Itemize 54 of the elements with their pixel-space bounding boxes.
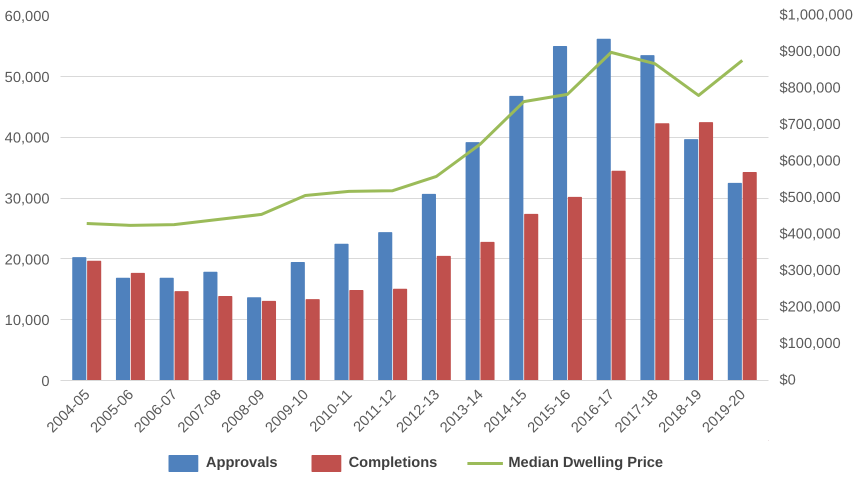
bar [552, 46, 568, 380]
y-tick-label: 30,000 [4, 192, 50, 208]
legend-label: Median Dwelling Price [508, 454, 664, 470]
bar [612, 170, 626, 380]
y-tick-label: 60,000 [4, 9, 50, 25]
bar [436, 256, 451, 380]
y2-tick-label: $300,000 [780, 263, 841, 279]
bar [728, 182, 742, 380]
y2-tick-label: $900,000 [780, 44, 841, 60]
bar [698, 122, 714, 380]
y2-tick-label: $1,000,000 [780, 8, 853, 24]
y2-tick-label: $600,000 [780, 154, 841, 170]
y-tick-label: 20,000 [4, 252, 50, 268]
bar [290, 262, 305, 380]
bar [160, 278, 174, 380]
bar [568, 196, 582, 380]
bar [509, 96, 524, 380]
y2-tick-label: $500,000 [780, 190, 841, 206]
bar [218, 296, 232, 380]
legend-label: Completions [348, 454, 438, 470]
bar [174, 291, 189, 380]
y2-tick-label: $100,000 [780, 336, 841, 352]
y-tick-label: 50,000 [4, 70, 50, 86]
bar [742, 172, 757, 380]
y-tick-label: 10,000 [4, 313, 50, 330]
y2-tick-label: $200,000 [780, 300, 841, 316]
bar [596, 38, 611, 380]
bar [72, 257, 86, 380]
bar [378, 232, 392, 380]
bar [247, 297, 262, 380]
bar [422, 194, 436, 380]
bar [640, 55, 654, 380]
bar [130, 272, 145, 380]
bar [116, 278, 130, 380]
y2-tick-label: $700,000 [780, 117, 841, 133]
bar [684, 139, 698, 380]
y-tick-label: 40,000 [4, 130, 50, 147]
bar [655, 123, 670, 380]
bar [87, 260, 102, 380]
bar [334, 244, 349, 380]
bar [480, 242, 495, 380]
bar [524, 214, 538, 380]
y2-tick-label: $800,000 [780, 80, 841, 96]
y2-tick-label: $0 [780, 372, 796, 388]
bar [262, 300, 276, 380]
y2-tick-label: $400,000 [780, 226, 841, 242]
bar [393, 288, 408, 380]
bar [203, 272, 218, 380]
line-series [85, 50, 744, 227]
bar [349, 290, 364, 380]
bar [306, 299, 320, 380]
y-tick-label: 0 [41, 374, 50, 390]
legend-label: Approvals [206, 454, 278, 470]
bar [466, 142, 480, 380]
